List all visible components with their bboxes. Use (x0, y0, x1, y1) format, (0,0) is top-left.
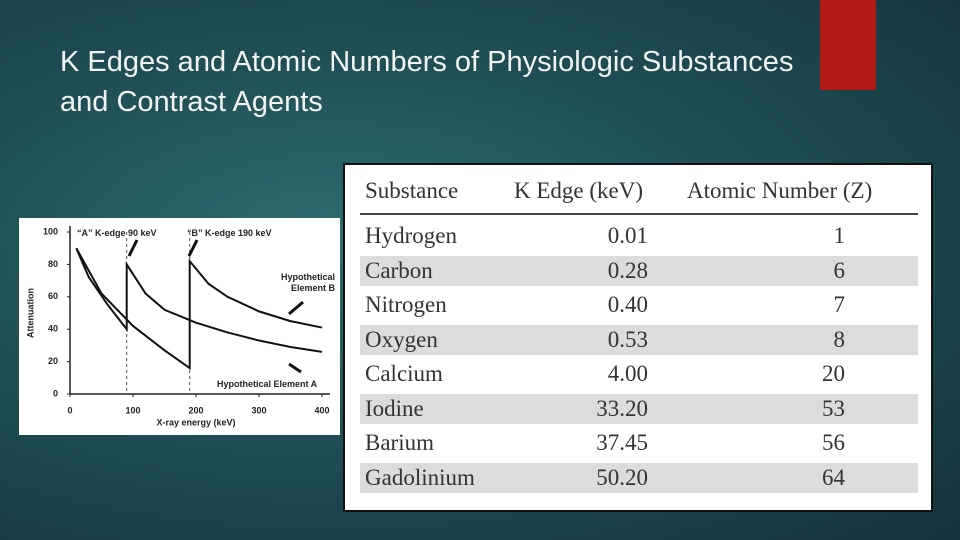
column-header: Atomic Number (Z) (687, 178, 873, 203)
y-tick-label: 0 (53, 388, 58, 398)
cell: 20 (822, 361, 845, 386)
x-tick-label: 100 (125, 405, 140, 415)
cell: Nitrogen (365, 292, 447, 317)
table-row: Hydrogen 0.01 1 (360, 221, 918, 251)
y-tick-label: 80 (48, 259, 58, 269)
cell: 0.40 (607, 292, 648, 317)
column-header: Substance (365, 178, 459, 203)
annotation: “B” K-edge 190 keV (187, 228, 272, 238)
cell: 64 (822, 464, 845, 490)
cell: 56 (822, 430, 845, 455)
header-row: Substance K Edge (keV) Atomic Number (Z) (360, 176, 918, 206)
cell: 0.53 (607, 326, 648, 352)
cell: 50.20 (596, 464, 648, 490)
table-row: Oxygen 0.53 8 (360, 324, 918, 355)
cell: Gadolinium (365, 464, 475, 490)
table-row: Barium 37.45 56 (360, 428, 918, 458)
cell: 1 (833, 223, 846, 248)
y-tick-label: 100 (43, 226, 58, 236)
x-tick-label: 0 (67, 405, 72, 415)
table-row: Carbon 0.28 6 (360, 255, 918, 286)
cell: Iodine (365, 395, 424, 421)
cell: Hydrogen (365, 223, 457, 248)
cell: 0.01 (607, 223, 648, 248)
column-header: K Edge (keV) (514, 178, 644, 203)
table-row: Gadolinium 50.20 64 (360, 462, 918, 493)
line-series (75, 247, 323, 353)
x-tick-label: 300 (251, 405, 266, 415)
annotation: “A” K-edge 90 keV (77, 228, 157, 238)
header-rule (360, 213, 918, 215)
title: K Edges and Atomic Numbers of Physiologi… (60, 46, 794, 118)
cell: 8 (833, 326, 846, 352)
figure: 0 20 40 60 80 100 0 100 200 300 400 Attenuation X-ra… (19, 218, 340, 435)
cell: Barium (365, 430, 434, 455)
y-tick-label: 40 (48, 324, 58, 334)
x-tick-label: 400 (314, 405, 329, 415)
x-tick-label: 200 (188, 405, 203, 415)
arrow (288, 300, 304, 316)
x-axis-label: X-ray energy (keV) (156, 417, 235, 427)
table-row: Calcium 4.00 20 (360, 359, 918, 389)
cell: Carbon (365, 257, 433, 283)
arrow (187, 239, 199, 257)
cell: 4.00 (607, 361, 648, 386)
arrow (127, 239, 139, 257)
cell: 37.45 (596, 430, 648, 455)
series-label: Hypothetical Element A (217, 379, 318, 389)
table-row: Nitrogen 0.40 7 (360, 290, 918, 320)
table: Substance K Edge (keV) Atomic Number (Z) Hy… (343, 163, 933, 512)
arrow (288, 362, 302, 374)
y-tick-label: 20 (48, 356, 58, 366)
cell: Calcium (365, 361, 443, 386)
y-axis-label: Attenuation (25, 288, 35, 338)
cell: 33.20 (596, 395, 648, 421)
line-series (75, 247, 323, 371)
cell: 53 (822, 395, 845, 421)
y-tick-label: 60 (48, 291, 58, 301)
cell: 0.28 (607, 257, 648, 283)
chart: 0 20 40 60 80 100 0 100 200 300 400 Attenuation X-ra… (25, 226, 330, 427)
cell: 6 (833, 257, 846, 283)
accent-bar (820, 0, 876, 90)
cell: 7 (833, 292, 846, 317)
table-row: Iodine 33.20 53 (360, 393, 918, 424)
series-label: Hypothetical Element B (280, 272, 335, 293)
cell: Oxygen (365, 326, 438, 352)
